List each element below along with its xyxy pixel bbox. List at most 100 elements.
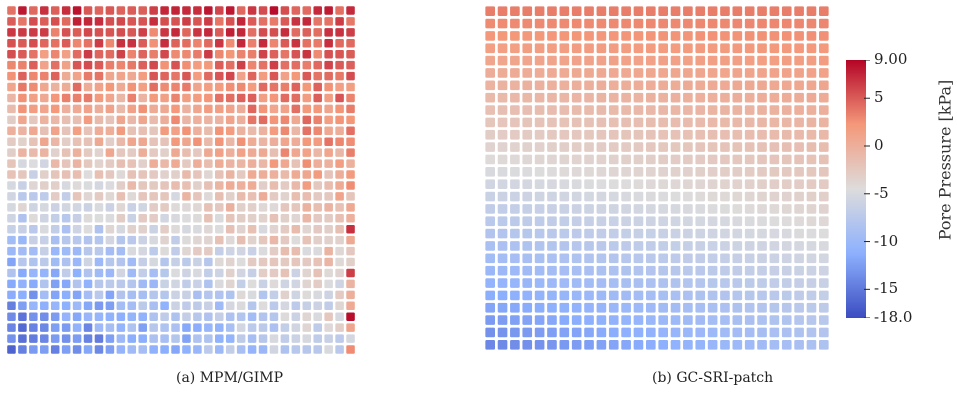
particle: [50, 279, 60, 289]
particle: [215, 290, 224, 300]
particle: [522, 315, 533, 325]
particle: [215, 301, 224, 311]
particle: [116, 93, 126, 103]
particle: [18, 224, 27, 234]
particle: [50, 268, 60, 278]
particle: [522, 290, 533, 301]
particle: [160, 290, 169, 300]
particle: [138, 301, 147, 311]
particle-plot-mpm-gimp: [7, 6, 355, 354]
particle: [335, 6, 344, 15]
particle: [83, 104, 93, 114]
particle: [596, 302, 607, 313]
particle: [313, 257, 322, 267]
particle: [94, 115, 104, 125]
particle: [707, 278, 718, 288]
particle: [781, 167, 792, 177]
particle: [744, 68, 755, 78]
particle: [819, 179, 829, 189]
particle: [346, 214, 355, 223]
particle: [280, 235, 290, 245]
particle: [160, 257, 169, 267]
particle: [547, 92, 557, 103]
particle: [247, 93, 257, 103]
particle: [247, 28, 257, 37]
particle: [608, 253, 619, 264]
particle: [50, 345, 60, 354]
particle: [313, 192, 322, 201]
particle: [149, 279, 158, 289]
particle: [646, 18, 656, 29]
particle: [547, 216, 557, 227]
particle: [116, 148, 126, 157]
particle: [346, 137, 355, 146]
particle: [29, 148, 38, 157]
particle: [116, 126, 126, 136]
particle: [571, 18, 582, 29]
particle: [236, 334, 246, 343]
particle: [497, 105, 508, 115]
particle: [670, 241, 681, 251]
particle: [40, 246, 49, 256]
particle: [720, 340, 730, 350]
particle: [18, 279, 27, 289]
particle: [584, 265, 594, 276]
particle: [497, 265, 508, 276]
particle: [646, 31, 656, 41]
particle: [302, 39, 312, 48]
particle: [302, 17, 312, 26]
particle: [646, 154, 656, 165]
particle: [193, 115, 202, 125]
particle: [7, 170, 16, 179]
particle: [40, 49, 49, 59]
particle: [547, 129, 557, 140]
colorbar-tick-label: -10: [874, 231, 899, 250]
particle: [335, 257, 344, 267]
particle: [781, 154, 792, 165]
particle: [757, 327, 767, 338]
particle: [695, 142, 706, 152]
colorbar-tick-label: 5: [874, 88, 884, 107]
particle: [29, 301, 38, 311]
particle: [302, 312, 312, 321]
particle: [72, 290, 82, 300]
particle: [695, 315, 706, 325]
particle: [61, 137, 71, 146]
particle: [596, 327, 607, 338]
particle: [497, 55, 508, 66]
particle: [105, 17, 115, 26]
particle: [247, 290, 257, 300]
particle: [149, 39, 158, 48]
particle: [171, 312, 180, 321]
particle: [247, 203, 257, 212]
particle: [324, 170, 333, 179]
particle: [346, 279, 355, 289]
particle: [160, 93, 169, 103]
particle: [291, 126, 301, 136]
particle: [236, 71, 246, 81]
particle: [7, 93, 16, 103]
particle: [485, 179, 495, 189]
particle: [302, 115, 312, 125]
particle: [18, 214, 27, 223]
particle: [258, 290, 268, 300]
particle: [247, 159, 257, 168]
particle: [720, 68, 730, 78]
particle: [547, 68, 557, 78]
particle: [171, 71, 180, 81]
particle: [50, 323, 60, 332]
particle: [160, 268, 169, 278]
particle: [105, 115, 115, 125]
particle: [18, 115, 27, 125]
particle: [646, 302, 656, 313]
particle: [269, 159, 279, 168]
particle: [225, 17, 235, 26]
particle: [571, 105, 582, 115]
particle: [291, 312, 301, 321]
particle: [534, 80, 545, 91]
particle: [269, 312, 279, 321]
particle: [819, 278, 829, 288]
particle: [571, 204, 582, 214]
particle: [683, 327, 693, 338]
particle: [596, 43, 607, 54]
